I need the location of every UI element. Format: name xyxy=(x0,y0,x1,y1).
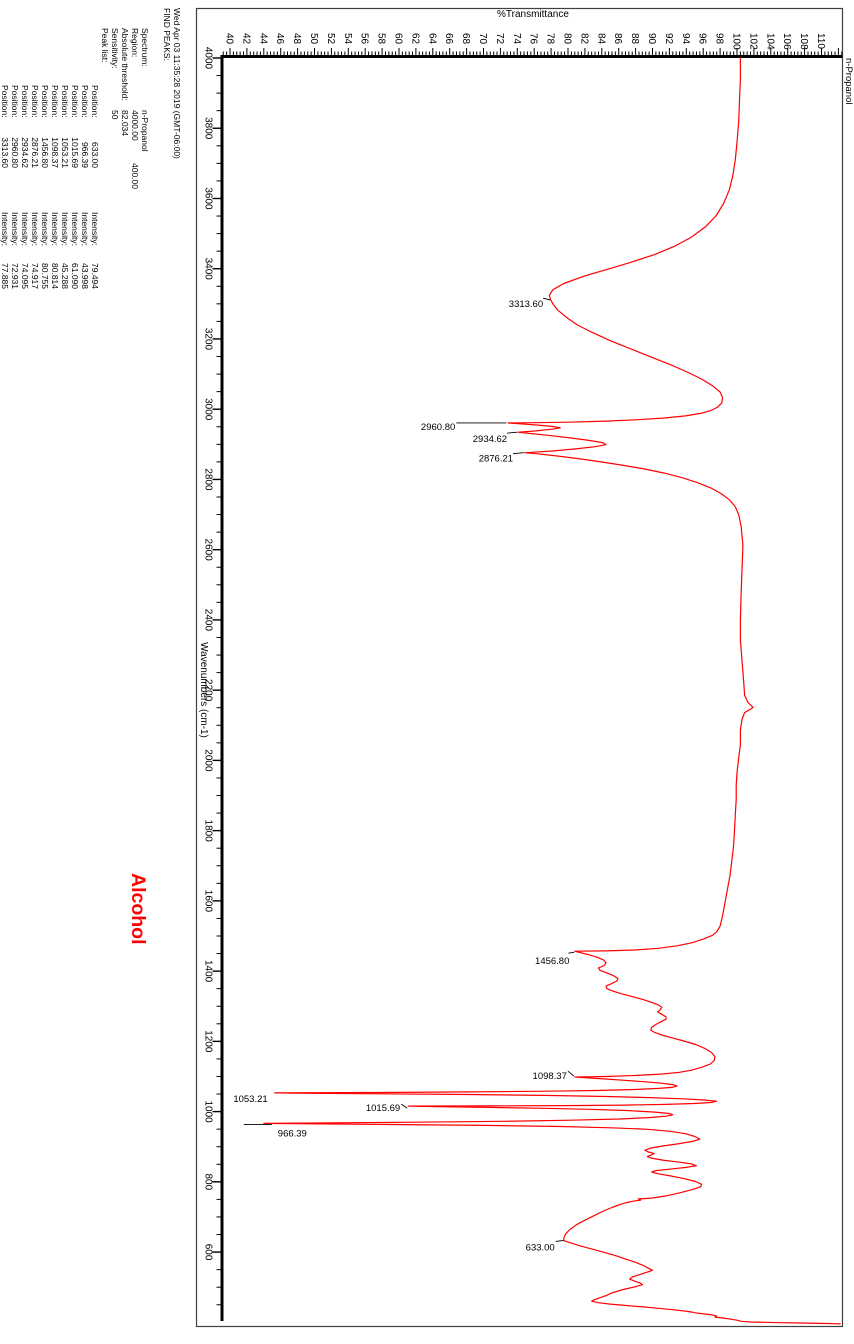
transmittance-tick-label: 76 xyxy=(528,33,539,45)
wavenumber-tick-label: 4000 xyxy=(203,47,214,70)
transmittance-tick-label: 50 xyxy=(308,33,319,45)
wavenumber-tick-label: 2000 xyxy=(203,749,214,772)
wavenumber-axis-title: Wavenumbers (cm-1) xyxy=(198,642,209,738)
transmittance-tick-label: 62 xyxy=(409,33,420,45)
transmittance-tick-label: 108 xyxy=(798,33,809,50)
transmittance-tick-label: 46 xyxy=(274,33,285,45)
transmittance-tick-label: 90 xyxy=(646,33,657,45)
peak-annotation: 1098.37 xyxy=(533,1071,567,1082)
peak-annotation: 1015.69 xyxy=(366,1103,400,1114)
transmittance-tick-label: 100 xyxy=(731,33,742,50)
transmittance-tick-label: 72 xyxy=(494,33,505,45)
transmittance-tick-label: 54 xyxy=(342,33,353,45)
peak-leader-line xyxy=(400,1103,408,1109)
transmittance-tick-label: 74 xyxy=(511,33,522,45)
transmittance-tick-label: 102 xyxy=(747,33,758,50)
wavenumber-tick-label: 1800 xyxy=(203,820,214,843)
transmittance-tick-label: 44 xyxy=(257,33,268,45)
peak-leader-line xyxy=(567,1070,575,1077)
wavenumber-tick-label: 1200 xyxy=(203,1030,214,1053)
wavenumber-tick-label: 1000 xyxy=(203,1100,214,1123)
transmittance-tick-label: 66 xyxy=(443,33,454,45)
transmittance-tick-label: 80 xyxy=(562,33,573,45)
wavenumber-tick-label: 3600 xyxy=(203,187,214,210)
wavenumber-tick-label: 3200 xyxy=(203,328,214,351)
peak-annotation: 2876.21 xyxy=(479,454,513,465)
wavenumber-tick-label: 600 xyxy=(203,1244,214,1261)
page-frame xyxy=(195,7,844,1328)
peak-annotation: 1456.80 xyxy=(535,956,569,967)
transmittance-tick-label: 64 xyxy=(426,33,437,45)
transmittance-tick-label: 92 xyxy=(663,33,674,45)
peak-leader-line xyxy=(513,452,525,455)
transmittance-tick-label: 110 xyxy=(815,33,826,49)
peak-leader-line xyxy=(543,297,551,301)
wavenumber-tick-label: 3800 xyxy=(203,117,214,140)
wavenumber-tick-label: 1600 xyxy=(203,890,214,913)
transmittance-tick-label: 40 xyxy=(224,33,235,45)
transmittance-tick-label: 42 xyxy=(240,33,251,45)
spectrum-title: n-Propanol xyxy=(843,58,854,104)
transmittance-axis-title: %Transmittance xyxy=(497,9,569,20)
peak-leader-line xyxy=(507,431,518,434)
peak-annotation: 2934.62 xyxy=(473,434,507,445)
transmittance-tick-label: 86 xyxy=(612,33,623,45)
transmittance-tick-label: 78 xyxy=(545,33,556,45)
peak-annotation: 966.39 xyxy=(278,1128,307,1139)
alcohol-label: Alcohol xyxy=(127,873,149,945)
spectrum-curve xyxy=(263,57,841,1325)
transmittance-tick-label: 94 xyxy=(680,33,691,45)
transmittance-tick-label: 82 xyxy=(578,33,589,45)
wavenumber-tick-label: 1400 xyxy=(203,960,214,983)
peak-leader-line xyxy=(568,951,575,954)
transmittance-tick-label: 68 xyxy=(460,33,471,45)
transmittance-tick-label: 56 xyxy=(359,33,370,45)
wavenumber-tick-label: 3400 xyxy=(203,258,214,281)
wavenumber-tick-label: 2800 xyxy=(203,468,214,491)
transmittance-tick-label: 88 xyxy=(629,33,640,45)
transmittance-tick-label: 84 xyxy=(595,33,606,45)
peak-annotation: 633.00 xyxy=(526,1242,555,1253)
transmittance-tick-label: 60 xyxy=(393,33,404,45)
peak-annotation: 1053.21 xyxy=(233,1094,267,1105)
wavenumber-tick-label: 2400 xyxy=(203,609,214,632)
transmittance-tick-label: 98 xyxy=(714,33,725,45)
wavenumber-tick-label: 2200 xyxy=(203,679,214,702)
peak-annotation: 2960.80 xyxy=(421,422,455,433)
peak-leader-line xyxy=(555,1240,564,1242)
transmittance-tick-label: 58 xyxy=(376,33,387,45)
transmittance-tick-label: 52 xyxy=(325,33,336,45)
wavenumber-tick-label: 3000 xyxy=(203,398,214,421)
transmittance-tick-label: 48 xyxy=(291,33,302,45)
peak-annotation: 3313.60 xyxy=(509,299,543,310)
wavenumber-tick-label: 800 xyxy=(203,1173,214,1190)
wavenumber-tick-label: 2600 xyxy=(203,539,214,562)
transmittance-tick-label: 106 xyxy=(781,33,792,50)
transmittance-tick-label: 104 xyxy=(764,33,775,50)
transmittance-tick-label: 70 xyxy=(477,33,488,45)
transmittance-tick-label: 96 xyxy=(697,33,708,45)
